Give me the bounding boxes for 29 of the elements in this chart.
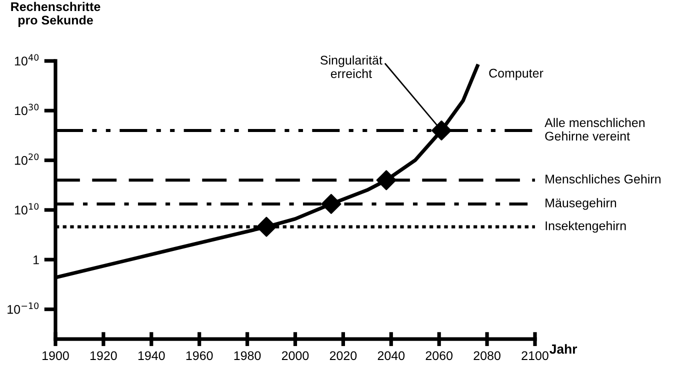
point [321,194,342,214]
y-tick-label: 10$^{20}$ [14,153,39,165]
y-tick-label: 10$^{−10}$ [8,302,39,314]
ref-line-label: Insektengehirn [546,221,626,233]
ref-line-label: Alle menschlichen Gehirne vereint [544,118,645,141]
ref-line-label: Mäusegehirn [546,198,616,210]
x-tick-label: 1980 [234,351,261,360]
x-tick-label: 2080 [474,351,500,360]
x-axis-title: Jahr [550,344,578,354]
x-tick-label: 2020 [330,351,357,360]
y-tick-label: 1 [34,256,39,264]
y-tick-label: 10$^{40}$ [14,54,39,66]
x-tick-label: 2000 [282,351,309,360]
x-tick-label: 1960 [186,351,213,360]
x-tick-label: 2100 [522,351,548,360]
y-axis-title: Rechenschritte pro Sekunde [11,2,100,28]
x-tick-label: 1900 [42,351,69,360]
y-tick-label: 10$^{10}$ [14,203,39,215]
x-tick-label: 2060 [426,351,452,360]
series-label: Computer [489,68,544,80]
y-tick-label: 10$^{30}$ [14,104,39,116]
x-tick-label: 2040 [378,351,405,360]
ref-line-label: Menschliches Gehirn [546,174,660,184]
x-tick-label: 1920 [90,351,117,360]
point [256,216,276,237]
x-tick-label: 1940 [138,351,165,360]
annotation: Singularität erreicht [320,55,382,78]
point [376,170,396,190]
point [431,120,452,141]
